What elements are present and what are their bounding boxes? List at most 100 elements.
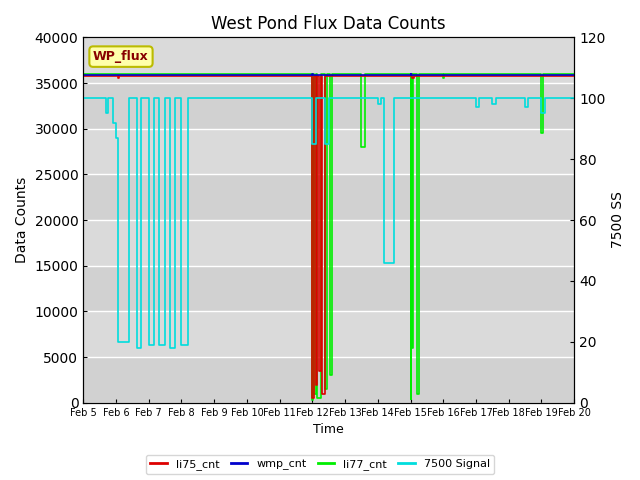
- li75_cnt: [410, 73, 418, 79]
- li75_cnt: [322, 73, 330, 79]
- wmp_cnt: [407, 71, 415, 77]
- X-axis label: Time: Time: [314, 423, 344, 436]
- li75_cnt: [322, 391, 330, 396]
- li75_cnt: [315, 73, 323, 79]
- wmp_cnt: [309, 72, 317, 78]
- 7500 Signal: [79, 96, 87, 101]
- li75_cnt: [315, 73, 323, 79]
- li75_cnt: [325, 73, 333, 79]
- li75_cnt: [314, 382, 321, 387]
- li75_cnt: [318, 73, 326, 79]
- wmp_cnt: [308, 71, 316, 77]
- li75_cnt: [115, 73, 123, 79]
- li75_cnt: [314, 382, 321, 387]
- wmp_cnt: [407, 72, 415, 78]
- 7500 Signal: [570, 96, 578, 101]
- li75_cnt: [308, 73, 316, 79]
- li75_cnt: [408, 73, 416, 79]
- li75_cnt: [310, 396, 318, 401]
- li77_cnt: [308, 397, 316, 403]
- li75_cnt: [114, 73, 122, 79]
- li75_cnt: [317, 73, 324, 79]
- li75_cnt: [318, 391, 326, 396]
- li75_cnt: [317, 368, 324, 374]
- wmp_cnt: [407, 72, 415, 78]
- Bar: [83, 357, 574, 403]
- li75_cnt: [407, 73, 415, 79]
- Line: wmp_cnt: wmp_cnt: [83, 74, 574, 75]
- li75_cnt: [314, 73, 321, 79]
- li75_cnt: [325, 73, 333, 79]
- Bar: [83, 37, 574, 83]
- wmp_cnt: [309, 72, 317, 78]
- Line: li77_cnt: li77_cnt: [83, 74, 574, 400]
- li75_cnt: [312, 73, 319, 79]
- Bar: [83, 220, 574, 266]
- wmp_cnt: [309, 72, 317, 78]
- li75_cnt: [115, 75, 123, 81]
- 7500 Signal: [168, 345, 175, 351]
- Y-axis label: 7500 SS: 7500 SS: [611, 192, 625, 249]
- li75_cnt: [322, 391, 330, 396]
- li75_cnt: [310, 73, 318, 79]
- li75_cnt: [407, 73, 415, 79]
- li77_cnt: [358, 71, 365, 77]
- Text: WP_flux: WP_flux: [93, 50, 149, 63]
- li75_cnt: [328, 73, 336, 79]
- Line: 7500 Signal: 7500 Signal: [83, 98, 574, 348]
- wmp_cnt: [407, 71, 415, 77]
- li75_cnt: [115, 75, 123, 81]
- 7500 Signal: [117, 339, 125, 345]
- wmp_cnt: [407, 71, 415, 77]
- Bar: [83, 129, 574, 174]
- li75_cnt: [325, 73, 333, 79]
- Bar: [83, 174, 574, 220]
- Line: li75_cnt: li75_cnt: [83, 76, 574, 398]
- li75_cnt: [114, 73, 122, 79]
- 7500 Signal: [528, 96, 536, 101]
- li75_cnt: [317, 368, 324, 374]
- wmp_cnt: [570, 72, 578, 78]
- li77_cnt: [570, 71, 578, 77]
- li75_cnt: [312, 382, 319, 387]
- li75_cnt: [315, 368, 323, 374]
- wmp_cnt: [308, 72, 316, 78]
- 7500 Signal: [325, 141, 333, 147]
- li75_cnt: [408, 73, 416, 79]
- wmp_cnt: [309, 71, 317, 77]
- li75_cnt: [318, 73, 326, 79]
- li75_cnt: [310, 396, 318, 401]
- li75_cnt: [312, 73, 319, 79]
- wmp_cnt: [309, 72, 317, 78]
- li77_cnt: [312, 391, 319, 396]
- Y-axis label: Data Counts: Data Counts: [15, 177, 29, 263]
- li75_cnt: [410, 75, 418, 81]
- Title: West Pond Flux Data Counts: West Pond Flux Data Counts: [211, 15, 446, 33]
- 7500 Signal: [135, 345, 143, 351]
- li75_cnt: [79, 73, 87, 79]
- li75_cnt: [328, 73, 336, 79]
- li75_cnt: [114, 75, 122, 81]
- 7500 Signal: [134, 345, 141, 351]
- Legend: li75_cnt, wmp_cnt, li77_cnt, 7500 Signal: li75_cnt, wmp_cnt, li77_cnt, 7500 Signal: [146, 455, 494, 474]
- li77_cnt: [531, 71, 539, 77]
- li75_cnt: [328, 73, 336, 79]
- li77_cnt: [312, 71, 319, 77]
- Bar: [83, 312, 574, 357]
- li77_cnt: [407, 71, 415, 77]
- wmp_cnt: [407, 72, 415, 78]
- li77_cnt: [79, 71, 87, 77]
- wmp_cnt: [308, 72, 316, 78]
- li75_cnt: [308, 396, 316, 401]
- li77_cnt: [322, 71, 330, 77]
- Bar: [83, 266, 574, 312]
- li75_cnt: [308, 73, 316, 79]
- wmp_cnt: [79, 72, 87, 78]
- li75_cnt: [570, 73, 578, 79]
- li75_cnt: [407, 73, 415, 79]
- li75_cnt: [408, 75, 416, 81]
- wmp_cnt: [309, 71, 317, 77]
- 7500 Signal: [394, 96, 401, 101]
- li75_cnt: [410, 75, 418, 81]
- Bar: [83, 83, 574, 129]
